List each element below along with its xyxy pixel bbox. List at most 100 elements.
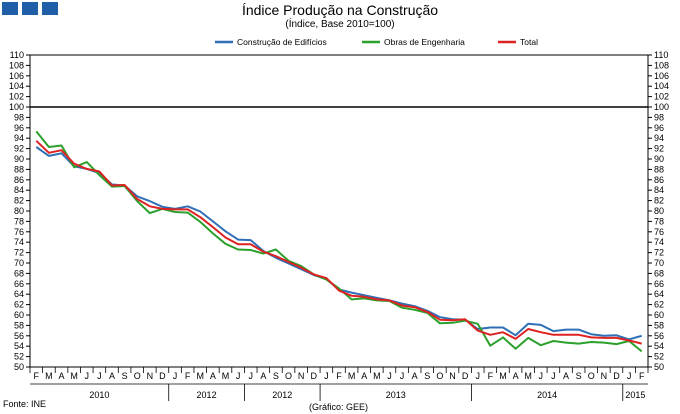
chart-credit: (Gráfico: GEE) xyxy=(309,402,369,412)
legend-label: Total xyxy=(520,37,538,47)
x-tick-label: J xyxy=(85,371,90,381)
y-tick-label-left: 98 xyxy=(14,112,24,122)
plot-frame xyxy=(29,54,649,368)
x-tick-label: A xyxy=(260,371,266,381)
y-tick-label-left: 72 xyxy=(14,248,24,258)
y-tick-label-left: 100 xyxy=(9,102,24,112)
y-tick-label-right: 96 xyxy=(654,123,664,133)
y-tick-label-right: 58 xyxy=(654,320,664,330)
year-label: 2013 xyxy=(386,390,406,400)
series-line-obras-de-engenharia xyxy=(35,130,643,353)
y-tick-label-right: 74 xyxy=(654,237,664,247)
x-tick-label: M xyxy=(70,371,78,381)
y-tick-label-right: 94 xyxy=(654,133,664,143)
y-tick-label-right: 68 xyxy=(654,268,664,278)
x-tick-label: M xyxy=(348,371,356,381)
y-tick-label-right: 60 xyxy=(654,310,664,320)
y-tick-label-right: 82 xyxy=(654,196,664,206)
y-tick-label-right: 76 xyxy=(654,227,664,237)
x-tick-label: J xyxy=(539,371,544,381)
x-tick-label: A xyxy=(513,371,519,381)
y-tick-label-left: 70 xyxy=(14,258,24,268)
y-tick-label-left: 58 xyxy=(14,320,24,330)
x-tick-label: J xyxy=(236,371,241,381)
x-tick-label: J xyxy=(627,371,632,381)
y-tick-label-left: 60 xyxy=(14,310,24,320)
y-tick-label-right: 50 xyxy=(654,362,664,372)
y-tick-label-left: 92 xyxy=(14,144,24,154)
x-tick-label: J xyxy=(248,371,253,381)
y-tick-label-right: 92 xyxy=(654,144,664,154)
y-tick-label-right: 104 xyxy=(654,81,669,91)
y-tick-label-right: 80 xyxy=(654,206,664,216)
x-tick-label: F xyxy=(34,371,40,381)
x-tick-label: S xyxy=(576,371,582,381)
y-tick-label-right: 102 xyxy=(654,92,669,102)
y-tick-label-left: 106 xyxy=(9,71,24,81)
x-tick-label: M xyxy=(197,371,205,381)
y-tick-label-right: 88 xyxy=(654,164,664,174)
year-label: 2010 xyxy=(89,390,109,400)
x-tick-label: A xyxy=(361,371,367,381)
x-tick-label: A xyxy=(59,371,65,381)
y-tick-label-left: 54 xyxy=(14,341,24,351)
y-tick-label-left: 78 xyxy=(14,216,24,226)
y-tick-label-left: 90 xyxy=(14,154,24,164)
y-tick-label-right: 106 xyxy=(654,71,669,81)
year-label: 2014 xyxy=(537,390,557,400)
x-tick-label: F xyxy=(488,371,494,381)
y-tick-label-left: 102 xyxy=(9,92,24,102)
y-tick-label-left: 94 xyxy=(14,133,24,143)
x-tick-label: M xyxy=(222,371,230,381)
y-tick-label-left: 88 xyxy=(14,164,24,174)
y-tick-label-right: 72 xyxy=(654,248,664,258)
x-tick-label: M xyxy=(373,371,381,381)
x-tick-label: D xyxy=(462,371,469,381)
y-tick-label-left: 52 xyxy=(14,352,24,362)
y-tick-label-right: 54 xyxy=(654,341,664,351)
y-tick-label-left: 110 xyxy=(10,50,24,60)
x-tick-label: M xyxy=(499,371,507,381)
y-tick-label-right: 86 xyxy=(654,175,664,185)
x-tick-label: O xyxy=(134,371,141,381)
logo-square-3 xyxy=(42,2,58,15)
y-tick-label-left: 84 xyxy=(14,185,24,195)
x-tick-label: S xyxy=(424,371,430,381)
x-tick-label: S xyxy=(122,371,128,381)
x-tick-label: F xyxy=(336,371,342,381)
y-tick-label-left: 64 xyxy=(14,289,24,299)
x-tick-label: N xyxy=(601,371,608,381)
x-tick-label: N xyxy=(449,371,456,381)
chart-subtitle: (Índice, Base 2010=100) xyxy=(285,19,395,30)
x-tick-label: N xyxy=(147,371,154,381)
x-tick-label: A xyxy=(563,371,569,381)
series-line-total xyxy=(35,140,642,345)
y-tick-label-left: 80 xyxy=(14,206,24,216)
y-tick-label-right: 78 xyxy=(654,216,664,226)
logo-square-2 xyxy=(22,2,38,15)
x-tick-label: A xyxy=(210,371,216,381)
y-tick-label-left: 96 xyxy=(14,123,24,133)
y-tick-label-right: 70 xyxy=(654,258,664,268)
y-tick-label-right: 100 xyxy=(654,102,669,112)
y-tick-label-left: 56 xyxy=(14,331,24,341)
x-tick-label: M xyxy=(45,371,53,381)
y-tick-label-left: 62 xyxy=(14,300,24,310)
x-tick-label: D xyxy=(159,371,166,381)
y-tick-label-left: 74 xyxy=(14,237,24,247)
x-tick-label: D xyxy=(613,371,620,381)
y-tick-label-right: 98 xyxy=(654,112,664,122)
x-tick-label: J xyxy=(400,371,405,381)
x-tick-label: F xyxy=(639,371,645,381)
y-tick-label-left: 50 xyxy=(14,362,24,372)
x-tick-label: A xyxy=(109,371,115,381)
y-tick-label-right: 108 xyxy=(654,60,669,70)
y-tick-label-left: 76 xyxy=(14,227,24,237)
y-tick-label-left: 104 xyxy=(9,81,24,91)
y-tick-label-left: 66 xyxy=(14,279,24,289)
legend-label: Construção de Edifícios xyxy=(237,37,327,47)
y-tick-label-right: 90 xyxy=(654,154,664,164)
y-tick-label-right: 56 xyxy=(654,331,664,341)
x-tick-label: J xyxy=(173,371,178,381)
